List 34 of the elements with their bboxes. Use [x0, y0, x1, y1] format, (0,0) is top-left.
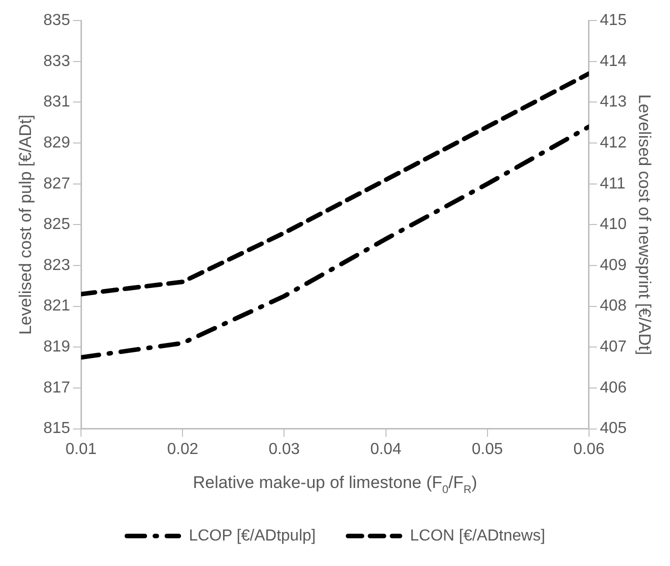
- y2-tick-label: 405: [600, 420, 627, 438]
- x-tick-label: 0.06: [573, 440, 605, 458]
- y2-tick-label: 409: [600, 256, 627, 274]
- y2-tick-label: 415: [600, 12, 627, 30]
- x-tick-label: 0.02: [167, 440, 198, 458]
- y-tick-label: 831: [43, 94, 70, 111]
- y-tick-label: 833: [43, 52, 70, 70]
- y2-tick-label: 408: [600, 298, 627, 315]
- y-tick-label: 815: [43, 420, 70, 438]
- y2-tick-label: 410: [600, 216, 627, 234]
- legend-label: LCOP [€/ADtpulp]: [188, 527, 316, 544]
- legend-label: LCON [€/ADtnews]: [410, 527, 546, 544]
- x-tick-label: 0.05: [472, 440, 504, 458]
- y-tick-label: 819: [43, 338, 70, 356]
- y-tick-label: 817: [43, 379, 70, 396]
- x-tick-label: 0.01: [66, 440, 97, 458]
- y2-tick-label: 413: [600, 94, 627, 111]
- y-tick-label: 821: [43, 298, 70, 315]
- line-series: [81, 71, 589, 296]
- x-tick-label: 0.03: [268, 440, 300, 458]
- y2-tick-label: 411: [600, 175, 626, 192]
- y2-tick-label: 407: [600, 338, 627, 356]
- y2-axis-title: Levelised cost of newsprint [€/ADt]: [635, 94, 654, 356]
- y2-tick-label: 414: [600, 52, 627, 70]
- y2-tick-label: 412: [600, 134, 627, 152]
- x-tick-label: 0.04: [370, 440, 402, 458]
- y-axis-title: Levelised cost of pulp [€/ADt]: [16, 114, 35, 335]
- y-tick-label: 823: [43, 256, 70, 274]
- y-tick-label: 827: [43, 175, 70, 192]
- y-tick-label: 829: [43, 134, 70, 152]
- y2-tick-label: 406: [600, 379, 627, 396]
- line-series: [81, 124, 589, 360]
- y-tick-label: 825: [43, 216, 70, 234]
- y-tick-label: 835: [43, 12, 70, 30]
